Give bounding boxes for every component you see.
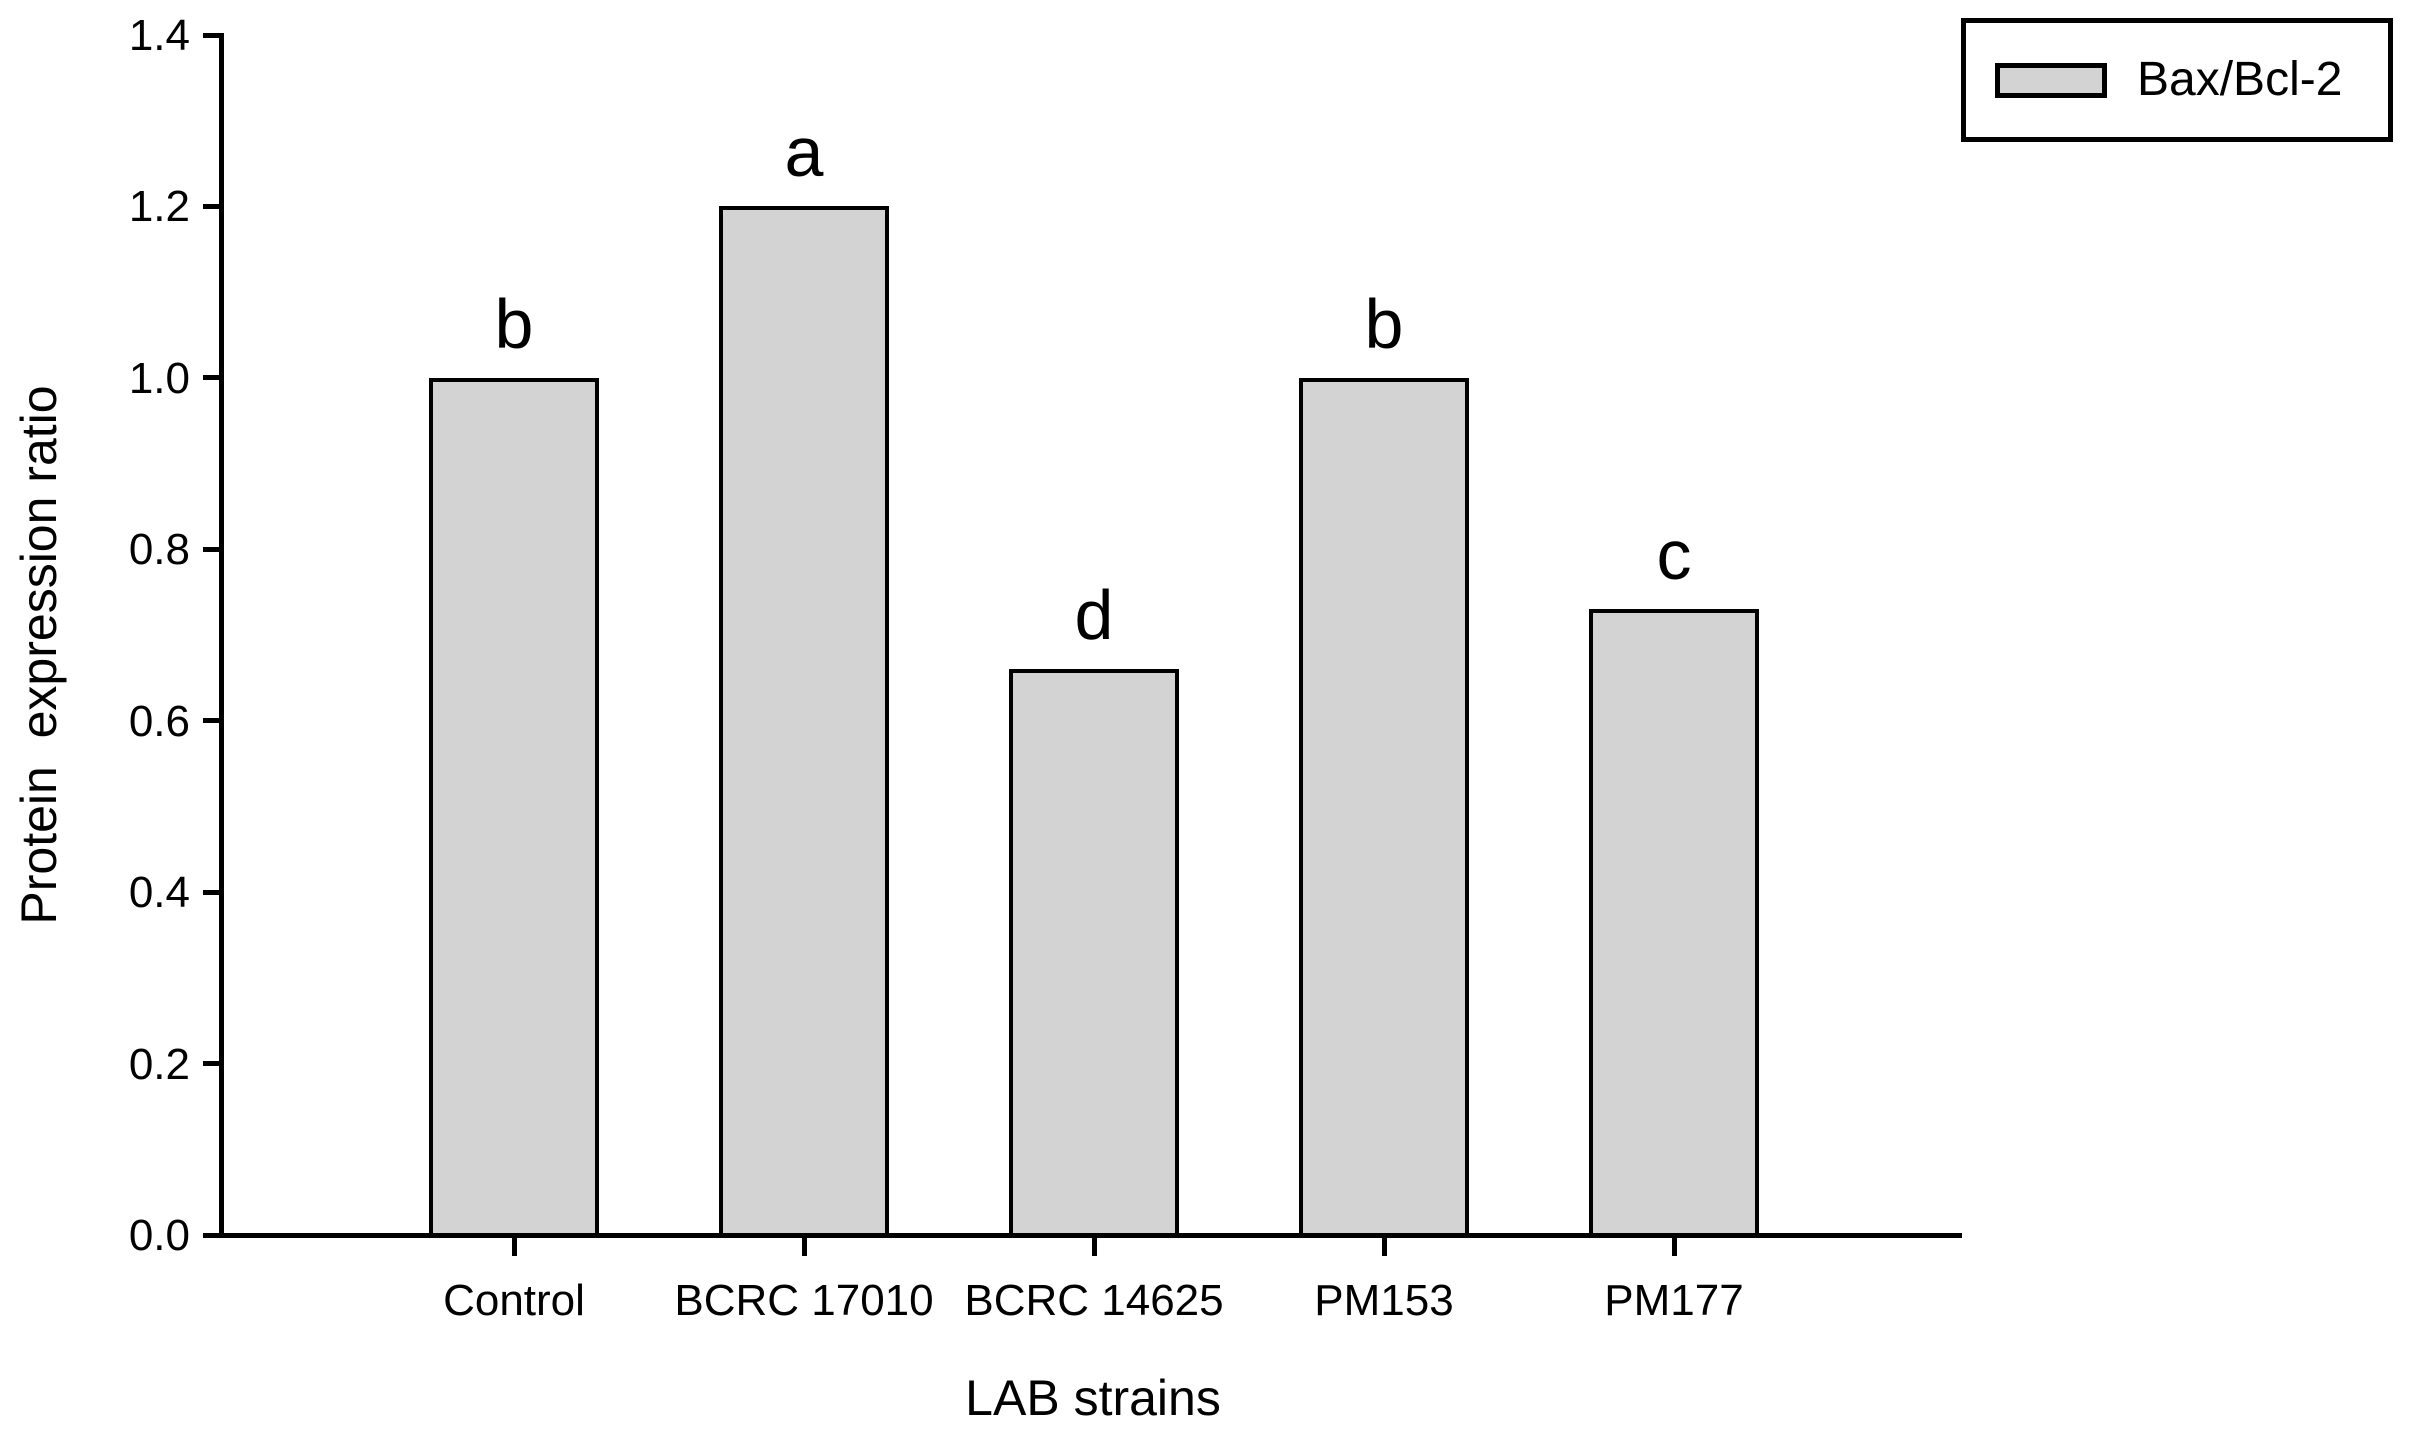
x-tick-mark: [1671, 1238, 1677, 1256]
y-tick-label: 1.2: [128, 182, 190, 232]
x-tick-mark: [511, 1238, 517, 1256]
y-tick-mark: [203, 375, 219, 381]
x-tick-label: Control: [443, 1276, 585, 1325]
legend: Bax/Bcl-2: [1961, 18, 2393, 142]
y-tick-label: 0.4: [128, 868, 190, 918]
bar-bcrc-17010: [719, 206, 889, 1235]
y-tick-mark: [203, 546, 219, 552]
bar-pm177: [1589, 609, 1759, 1235]
y-tick-mark: [203, 32, 219, 38]
x-tick-label: BCRC 14625: [964, 1276, 1224, 1325]
significance-letter-bcrc-14625: d: [1074, 576, 1114, 654]
y-tick-label: 0.0: [128, 1211, 190, 1260]
y-tick-mark: [203, 1232, 219, 1238]
y-tick-mark: [203, 889, 219, 895]
y-tick-label: 1.0: [128, 353, 190, 403]
y-tick-mark: [203, 718, 219, 724]
significance-letter-bcrc-17010: a: [784, 113, 824, 191]
y-axis-title: Protein expression ratio: [11, 385, 67, 925]
x-axis-title: LAB strains: [965, 1370, 1221, 1426]
significance-letter-pm177: c: [1656, 516, 1692, 594]
x-axis-line: [219, 1233, 1962, 1238]
legend-swatch: [1995, 62, 2107, 98]
bar-bcrc-14625: [1009, 669, 1179, 1235]
y-tick-mark: [203, 203, 219, 209]
y-tick-label: 0.8: [128, 525, 190, 575]
y-tick-label: 0.6: [128, 696, 190, 746]
significance-letter-control: b: [494, 285, 534, 363]
x-tick-label: PM153: [1314, 1276, 1454, 1325]
x-tick-label: PM177: [1604, 1276, 1744, 1325]
y-tick-label: 0.2: [128, 1039, 190, 1089]
bar-control: [429, 378, 599, 1235]
x-tick-mark: [801, 1238, 807, 1256]
legend-label: Bax/Bcl-2: [2137, 53, 2343, 106]
y-tick-label: 1.4: [128, 11, 190, 60]
y-axis-line: [219, 33, 224, 1238]
y-tick-mark: [203, 1061, 219, 1067]
significance-letter-pm153: b: [1364, 285, 1404, 363]
bar-pm153: [1299, 378, 1469, 1235]
x-tick-mark: [1381, 1238, 1387, 1256]
x-tick-label: BCRC 17010: [674, 1276, 934, 1325]
x-tick-mark: [1091, 1238, 1097, 1256]
